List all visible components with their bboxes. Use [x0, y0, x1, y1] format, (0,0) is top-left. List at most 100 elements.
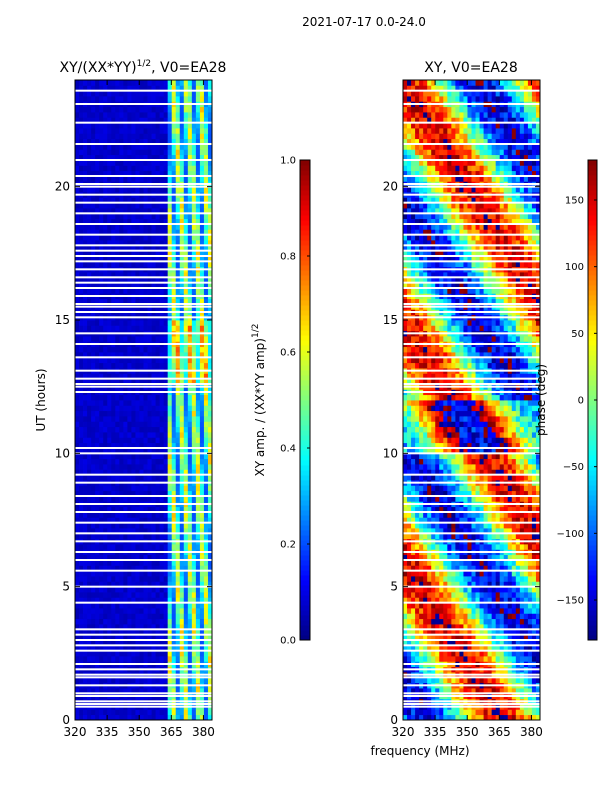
heatmap-cell	[179, 202, 185, 209]
heatmap-cell	[107, 645, 112, 652]
heatmap-cell	[203, 576, 209, 582]
heatmap-cell	[123, 709, 128, 716]
heatmap-cell	[199, 400, 205, 406]
heatmap-cell	[175, 256, 181, 262]
heatmap-cell	[99, 346, 104, 353]
heatmap-cell	[191, 426, 197, 433]
heatmap-cell	[171, 421, 177, 428]
heatmap-cell	[107, 352, 112, 358]
heatmap-cell	[475, 618, 480, 625]
heatmap-cell	[135, 581, 140, 588]
heatmap-cell	[147, 533, 152, 540]
heatmap-cell	[123, 245, 128, 252]
heatmap-cell	[123, 474, 128, 481]
heatmap-cell	[167, 224, 173, 230]
heatmap-cell	[123, 373, 128, 380]
heatmap-cell	[151, 138, 156, 145]
heatmap-cell	[159, 352, 165, 358]
heatmap-cell	[203, 378, 209, 385]
heatmap-cell	[191, 602, 197, 609]
heatmap-cell	[199, 256, 205, 262]
heatmap-cell	[151, 602, 156, 609]
colorbar-segment	[300, 410, 310, 416]
heatmap-cell	[155, 154, 161, 161]
heatmap-cell	[115, 202, 120, 209]
heatmap-cell	[199, 709, 205, 716]
heatmap-cell	[455, 608, 460, 614]
heatmap-cell	[83, 442, 88, 449]
heatmap-cell	[463, 634, 468, 641]
heatmap-cell	[155, 165, 161, 172]
heatmap-cell	[91, 138, 96, 145]
heatmap-cell	[431, 656, 436, 662]
heatmap-cell	[163, 394, 169, 401]
heatmap-cell	[155, 90, 161, 97]
heatmap-cell	[87, 234, 92, 241]
heatmap-cell	[99, 458, 104, 465]
heatmap-cell	[195, 394, 201, 401]
heatmap-cell	[471, 650, 476, 657]
heatmap-cell	[207, 522, 213, 529]
heatmap-cell	[123, 160, 128, 166]
heatmap-cell	[111, 506, 116, 513]
heatmap-cell	[199, 426, 205, 433]
heatmap-cell	[135, 288, 140, 294]
heatmap-cell	[119, 517, 124, 524]
heatmap-cell	[119, 128, 124, 134]
heatmap-cell	[455, 618, 460, 625]
heatmap-cell	[179, 581, 185, 588]
heatmap-cell	[423, 618, 428, 625]
heatmap-cell	[143, 629, 148, 636]
heatmap-cell	[95, 394, 100, 401]
colorbar-segment	[300, 415, 310, 421]
heatmap-cell	[79, 506, 84, 513]
heatmap-cell	[187, 512, 193, 518]
heatmap-cell	[131, 565, 136, 572]
heatmap-cell	[127, 629, 132, 636]
heatmap-cell	[79, 629, 84, 636]
heatmap-cell	[91, 640, 96, 646]
heatmap-cell	[479, 688, 484, 694]
heatmap-cell	[119, 645, 124, 652]
heatmap-cell	[127, 464, 132, 470]
heatmap-cell	[111, 362, 116, 369]
heatmap-cell	[87, 90, 92, 97]
heatmap-cell	[155, 357, 161, 364]
heatmap-cell	[171, 122, 177, 129]
heatmap-cell	[95, 272, 100, 278]
heatmap-cell	[127, 624, 132, 630]
heatmap-cell	[407, 629, 412, 636]
heatmap-cell	[151, 618, 156, 625]
heatmap-cell	[79, 645, 84, 652]
heatmap-cell	[175, 352, 181, 358]
heatmap-cell	[127, 586, 132, 593]
heatmap-cell	[179, 645, 185, 652]
heatmap-cell	[83, 352, 88, 358]
heatmap-cell	[115, 608, 120, 614]
heatmap-cell	[515, 618, 521, 625]
heatmap-cell	[203, 453, 209, 460]
heatmap-cell	[111, 618, 116, 625]
heatmap-cell	[99, 624, 104, 630]
heatmap-cell	[511, 624, 517, 630]
heatmap-cell	[79, 213, 84, 220]
heatmap-cell	[119, 592, 124, 598]
heatmap-cell	[99, 261, 104, 268]
colorbar-segment	[300, 635, 310, 641]
heatmap-cell	[167, 570, 173, 577]
heatmap-cell	[183, 394, 189, 401]
heatmap-cell	[167, 410, 173, 417]
heatmap-cell	[139, 618, 144, 625]
heatmap-cell	[95, 144, 100, 150]
heatmap-cell	[135, 176, 140, 182]
heatmap-cell	[131, 261, 136, 268]
heatmap-cell	[75, 410, 80, 417]
heatmap-cell	[115, 709, 120, 716]
heatmap-cell	[515, 714, 521, 721]
heatmap-cell	[103, 106, 108, 113]
heatmap-cell	[95, 586, 100, 593]
heatmap-cell	[175, 645, 181, 652]
heatmap-cell	[179, 96, 185, 102]
heatmap-cell	[171, 613, 177, 620]
heatmap-cell	[99, 373, 104, 380]
